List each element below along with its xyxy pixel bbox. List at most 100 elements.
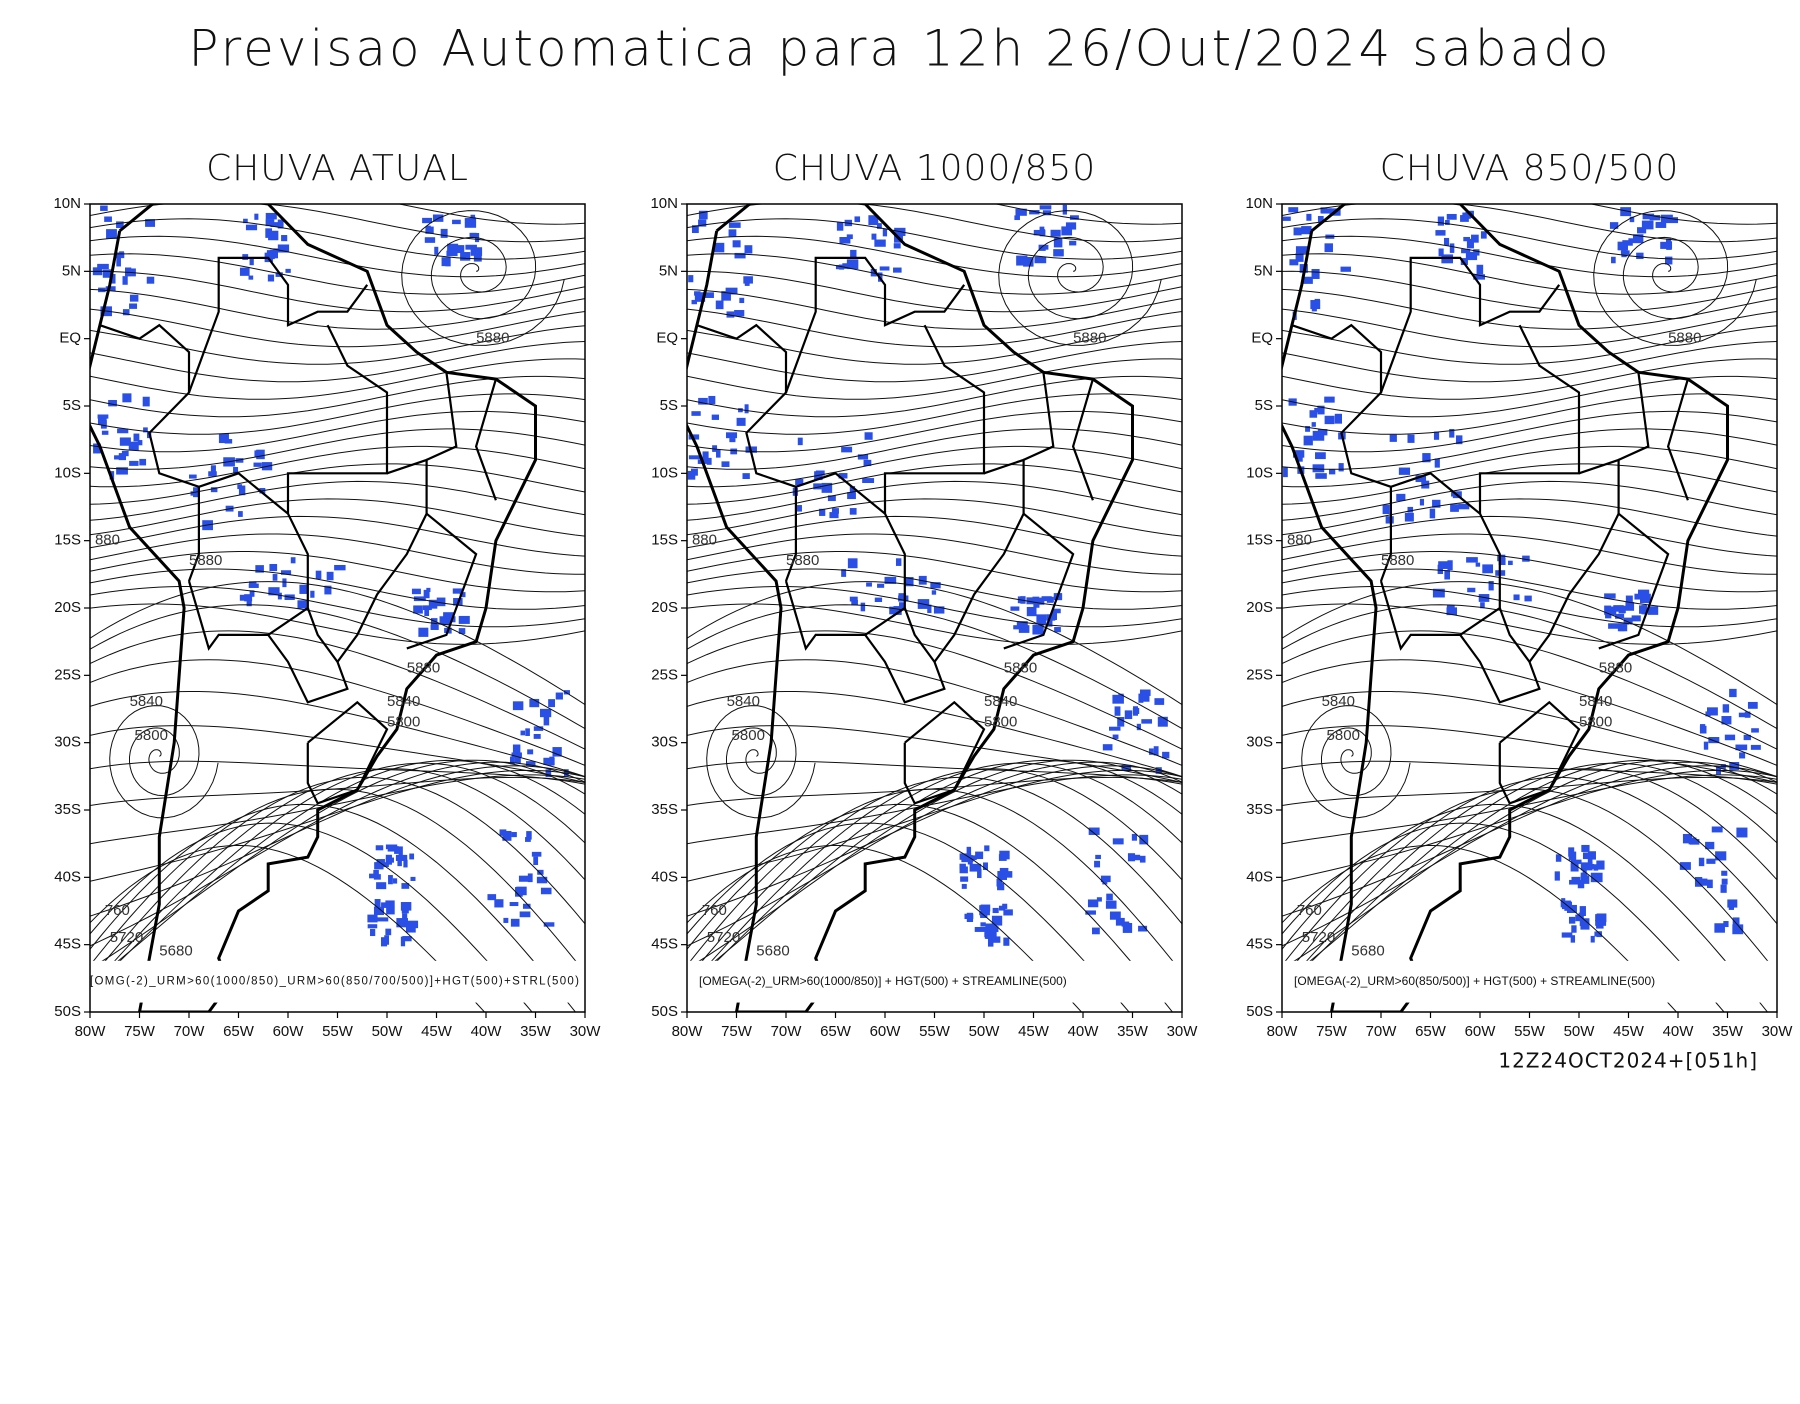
precip-cell	[549, 756, 555, 766]
border	[99, 323, 200, 488]
precip-cell	[742, 473, 750, 480]
precip-cell	[277, 592, 282, 600]
precip-cell	[424, 237, 436, 243]
streamline	[1282, 445, 1777, 488]
main-title: Previsao Automatica para 12h 26/Out/2024…	[188, 20, 1611, 78]
precip-cell	[1587, 851, 1596, 860]
contour-label: 5800	[387, 713, 420, 730]
precip-cell	[1623, 617, 1633, 624]
precip-cell	[1301, 226, 1312, 235]
lat-label: EQ	[59, 330, 81, 347]
precip-cell	[1471, 234, 1479, 243]
border	[1003, 512, 1075, 650]
precip-cell	[114, 252, 125, 259]
precip-cell	[563, 690, 570, 695]
lat-label: 5N	[659, 262, 678, 279]
precip-cell	[868, 215, 879, 226]
precip-cell	[1698, 857, 1705, 867]
precip-cell	[1139, 855, 1146, 863]
precip-cell	[373, 869, 379, 876]
precip-cell	[1118, 693, 1124, 699]
precip-cell	[403, 859, 408, 868]
precip-cell	[1422, 453, 1431, 463]
precip-cell	[977, 868, 982, 879]
precip-cell	[465, 244, 477, 250]
streamline	[687, 288, 1182, 330]
precip-cell	[1138, 693, 1144, 703]
lon-label: 30W	[1762, 1023, 1794, 1040]
streamline	[90, 788, 585, 974]
precip-cell	[1153, 746, 1159, 756]
panel-caption: [OMEGA(-2)_URM>60(850/500)] + HGT(500) +…	[1294, 974, 1655, 988]
precip-cell	[690, 468, 698, 476]
streamline	[687, 375, 1182, 418]
precip-cell	[529, 698, 540, 708]
precip-cell	[961, 883, 967, 889]
contour-label: 760	[702, 902, 727, 919]
precip-cell	[959, 866, 968, 874]
precip-cell	[1744, 711, 1751, 718]
precip-cell	[857, 454, 869, 460]
streamline	[1282, 762, 1777, 991]
streamline	[687, 463, 1182, 505]
precip-cell	[1109, 911, 1121, 920]
precip-cell	[552, 747, 562, 757]
cyclone-streamline	[706, 705, 816, 819]
precip-cell	[1480, 231, 1487, 239]
precip-cell	[374, 862, 384, 870]
streamline	[1282, 463, 1777, 505]
precip-cell	[967, 855, 973, 865]
precip-cell	[282, 578, 287, 588]
precip-cell	[402, 913, 408, 922]
contour-label: 5680	[1351, 942, 1384, 959]
streamline	[90, 759, 585, 970]
streamline	[90, 410, 585, 453]
precip-cell	[1069, 215, 1079, 220]
precip-cell	[688, 275, 694, 283]
streamline	[1282, 498, 1777, 537]
precip-cell	[265, 212, 277, 220]
precip-cell	[1613, 605, 1624, 612]
precip-cell	[1042, 210, 1052, 216]
precip-cell	[904, 577, 914, 587]
precip-cell	[129, 460, 139, 466]
lon-label: 35W	[520, 1023, 552, 1040]
precip-cell	[1729, 688, 1737, 698]
contour-label: 5880	[476, 330, 509, 347]
precip-cell	[1466, 238, 1474, 249]
precip-cell	[233, 467, 239, 474]
precip-cell	[398, 846, 403, 856]
precip-cell	[1105, 900, 1117, 909]
contour-label: 5800	[984, 713, 1017, 730]
precip-cell	[1466, 557, 1478, 563]
streamline	[1282, 341, 1777, 383]
precip-cell	[966, 912, 974, 923]
lon-label: 55W	[322, 1023, 354, 1040]
precip-cell	[1015, 208, 1027, 216]
precip-cell	[104, 216, 112, 222]
streamline	[1282, 325, 1777, 365]
precip-cell	[1611, 256, 1616, 264]
precip-cell	[1561, 932, 1573, 938]
precip-cell	[1577, 880, 1585, 889]
precip-cell	[1727, 899, 1738, 908]
precip-cell	[1407, 506, 1414, 513]
precip-cell	[1324, 396, 1335, 403]
precip-cell	[1157, 716, 1168, 727]
precip-cell	[1003, 937, 1010, 946]
precip-cell	[1689, 839, 1700, 845]
precip-cell	[1723, 921, 1729, 928]
streamline	[1282, 204, 1777, 225]
precip-cell	[270, 222, 282, 228]
precip-cell	[370, 928, 376, 937]
precip-cell	[425, 225, 431, 231]
precip-cell	[249, 257, 254, 266]
precip-cell	[510, 918, 520, 927]
map-content: 5880 5880 5880 5840 5800 5840 5800 760 5720 5680 8…	[687, 204, 1182, 1012]
lat-label: 40S	[1246, 868, 1273, 885]
precip-cell	[1445, 220, 1450, 225]
lon-label: 70W	[1366, 1023, 1398, 1040]
precip-cell	[116, 257, 121, 267]
lon-label: 70W	[174, 1023, 206, 1040]
precip-cell	[396, 918, 408, 928]
